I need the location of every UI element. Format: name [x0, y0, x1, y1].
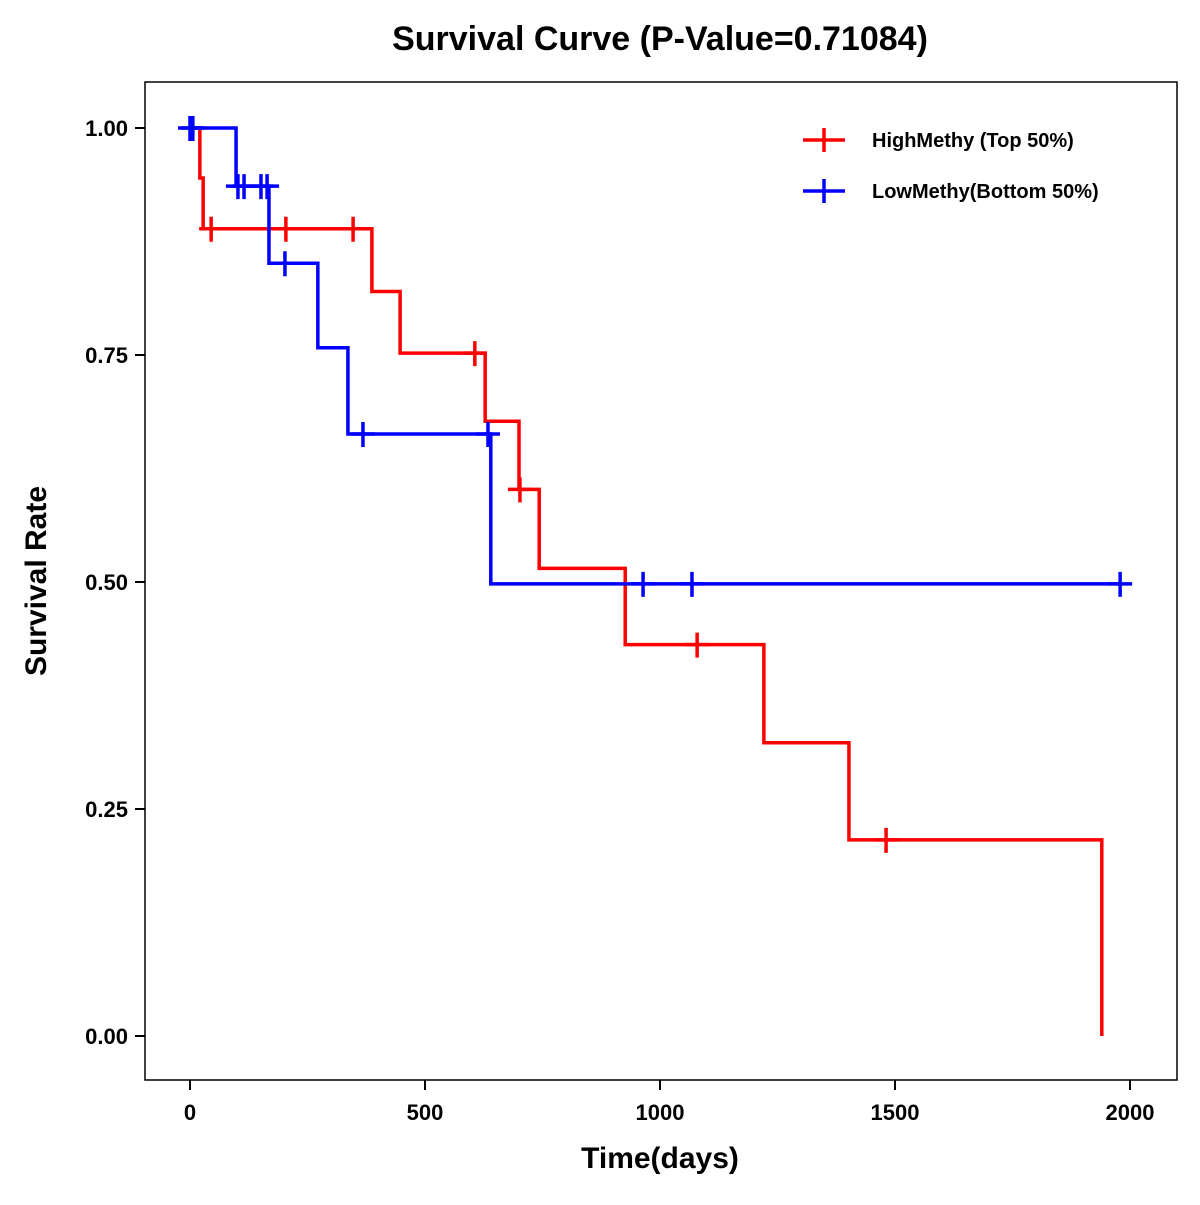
y-tick-label: 0.25 [85, 797, 128, 822]
censor-mark [255, 174, 280, 200]
censor-mark [273, 216, 298, 242]
chart-title: Survival Curve (P-Value=0.71084) [392, 20, 928, 58]
censor-mark [272, 251, 297, 277]
y-tick-label: 0.75 [85, 343, 128, 368]
censor-mark [507, 477, 532, 503]
survival-line-low [190, 126, 1121, 586]
y-tick-label: 1.00 [85, 116, 128, 141]
legend-key-icon [803, 128, 845, 152]
x-tick-label: 2000 [1106, 1100, 1155, 1125]
censor-mark [475, 421, 500, 447]
x-tick-label: 1500 [871, 1100, 920, 1125]
y-tick-label: 0.50 [85, 570, 128, 595]
survival-line-high [190, 126, 1104, 1036]
legend-label: LowMethy(Bottom 50%) [872, 181, 1099, 203]
censor-mark [685, 632, 710, 658]
censor-mark [350, 421, 375, 447]
plot-frame [144, 81, 1178, 1081]
censor-mark [1108, 571, 1133, 597]
x-axis-label: Time(days) [581, 1142, 739, 1175]
censor-mark [679, 571, 704, 597]
x-tick-label: 1000 [636, 1100, 685, 1125]
x-tick-label: 500 [407, 1100, 444, 1125]
x-tick-label: 0 [184, 1100, 196, 1125]
censor-mark [631, 571, 656, 597]
censor-mark [462, 341, 487, 367]
legend-key-icon [803, 179, 845, 203]
censor-mark [874, 827, 899, 853]
censor-mark [199, 216, 224, 242]
y-axis-label: Survival Rate [20, 486, 53, 676]
y-tick-label: 0.00 [85, 1024, 128, 1049]
legend: HighMethy (Top 50%) LowMethy(Bottom 50%) [803, 128, 1099, 203]
legend-label: HighMethy (Top 50%) [872, 130, 1074, 152]
censor-mark [180, 116, 205, 141]
censor-mark [341, 216, 366, 242]
